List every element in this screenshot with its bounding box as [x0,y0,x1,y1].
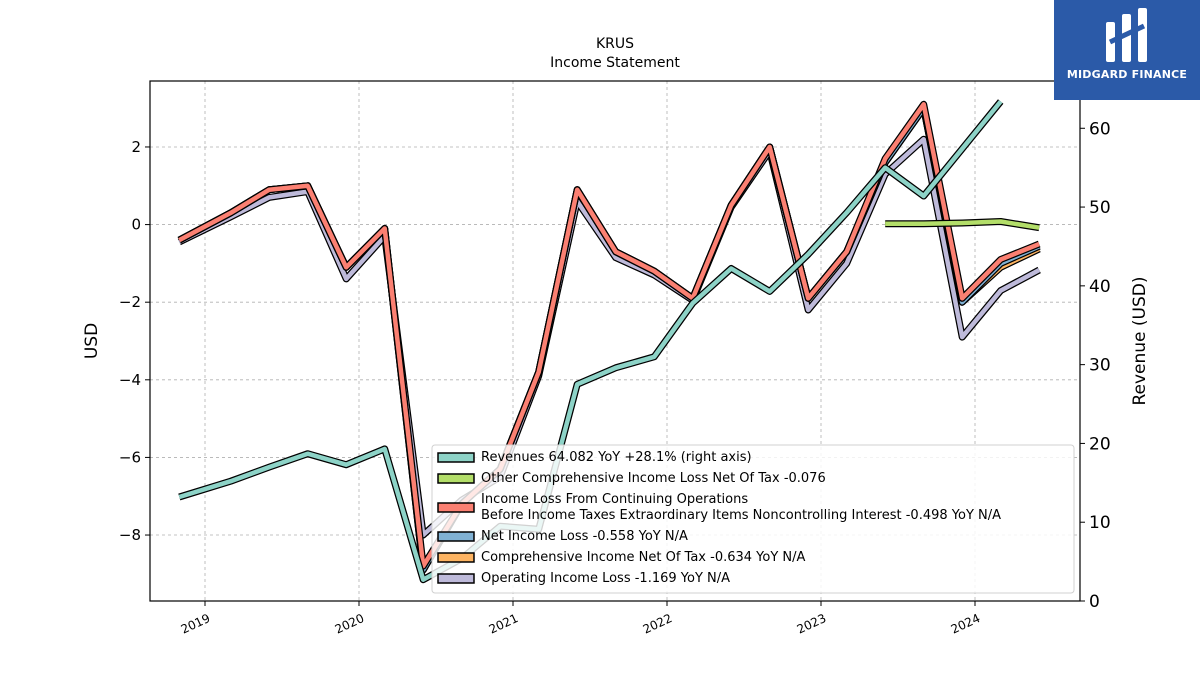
y-left-tick-label: −2 [119,293,141,311]
series-line [178,102,1041,569]
x-tick-label: 2024 [949,611,983,637]
y-axis-left-label: USD [82,323,102,359]
legend-swatch [437,452,475,463]
y-right-tick-label: 60 [1089,119,1111,139]
x-tick-label: 2021 [487,611,521,637]
series-0 [178,99,1004,584]
plot-frame [149,80,1081,602]
y-axis-left: 2 0 −2 −4 −6 −8 [119,138,150,544]
y-right-tick-label: 20 [1089,434,1111,454]
x-tick-label: 2023 [795,611,829,637]
y-left-tick-label: −6 [119,448,141,466]
brand-logo: MIDGARD FINANCE [1054,0,1200,100]
legend-swatch [437,531,475,542]
legend-label: Operating Income Loss -1.169 YoY N/A [481,571,730,586]
legend-swatch [437,573,475,584]
legend-swatch [437,552,475,563]
y-axis-right: 60 50 40 30 20 10 0 [1080,119,1111,612]
legend-label: Comprehensive Income Net Of Tax -0.634 Y… [481,550,806,565]
legend-label: Income Loss From Continuing Operations [481,492,748,507]
x-tick-label: 2019 [179,611,213,637]
series-line [885,219,1040,230]
legend-box [431,444,1075,594]
y-right-tick-label: 40 [1089,277,1111,297]
x-axis: 2019 2020 2021 2022 2023 2024 [179,601,983,637]
series-layer [177,99,1041,584]
series-line [178,100,1003,582]
x-tick-label: 2022 [641,611,675,637]
legend-label: Revenues 64.082 YoY +28.1% (right axis) [481,450,752,465]
chart-title: KRUS [596,36,634,52]
series-1 [885,218,1040,232]
x-tick-label: 2020 [333,611,367,637]
legend-swatch [437,502,475,513]
legend-label: Before Income Taxes Extraordinary Items … [481,508,1001,523]
series-line [178,136,1041,538]
legend-swatch [437,473,475,484]
y-left-tick-label: 2 [131,138,141,156]
legend-label: Other Comprehensive Income Loss Net Of T… [481,471,826,486]
logo-mark-icon [1106,8,1147,62]
y-right-tick-label: 50 [1089,198,1111,218]
y-left-tick-label: −4 [119,371,141,389]
y-left-tick-label: 0 [131,216,141,234]
series-5 [177,135,1041,539]
y-right-tick-label: 30 [1089,356,1111,376]
series-2 [177,100,1041,570]
y-right-tick-label: 0 [1089,592,1100,612]
legend: Revenues 64.082 YoY +28.1% (right axis) O… [431,444,1075,594]
y-axis-right-label: Revenue (USD) [1130,276,1150,405]
logo-text: MIDGARD FINANCE [1066,68,1188,81]
y-right-tick-label: 10 [1089,513,1111,533]
legend-label: Net Income Loss -0.558 YoY N/A [481,529,688,544]
chart-subtitle: Income Statement [550,55,680,71]
y-left-tick-label: −8 [119,526,141,544]
